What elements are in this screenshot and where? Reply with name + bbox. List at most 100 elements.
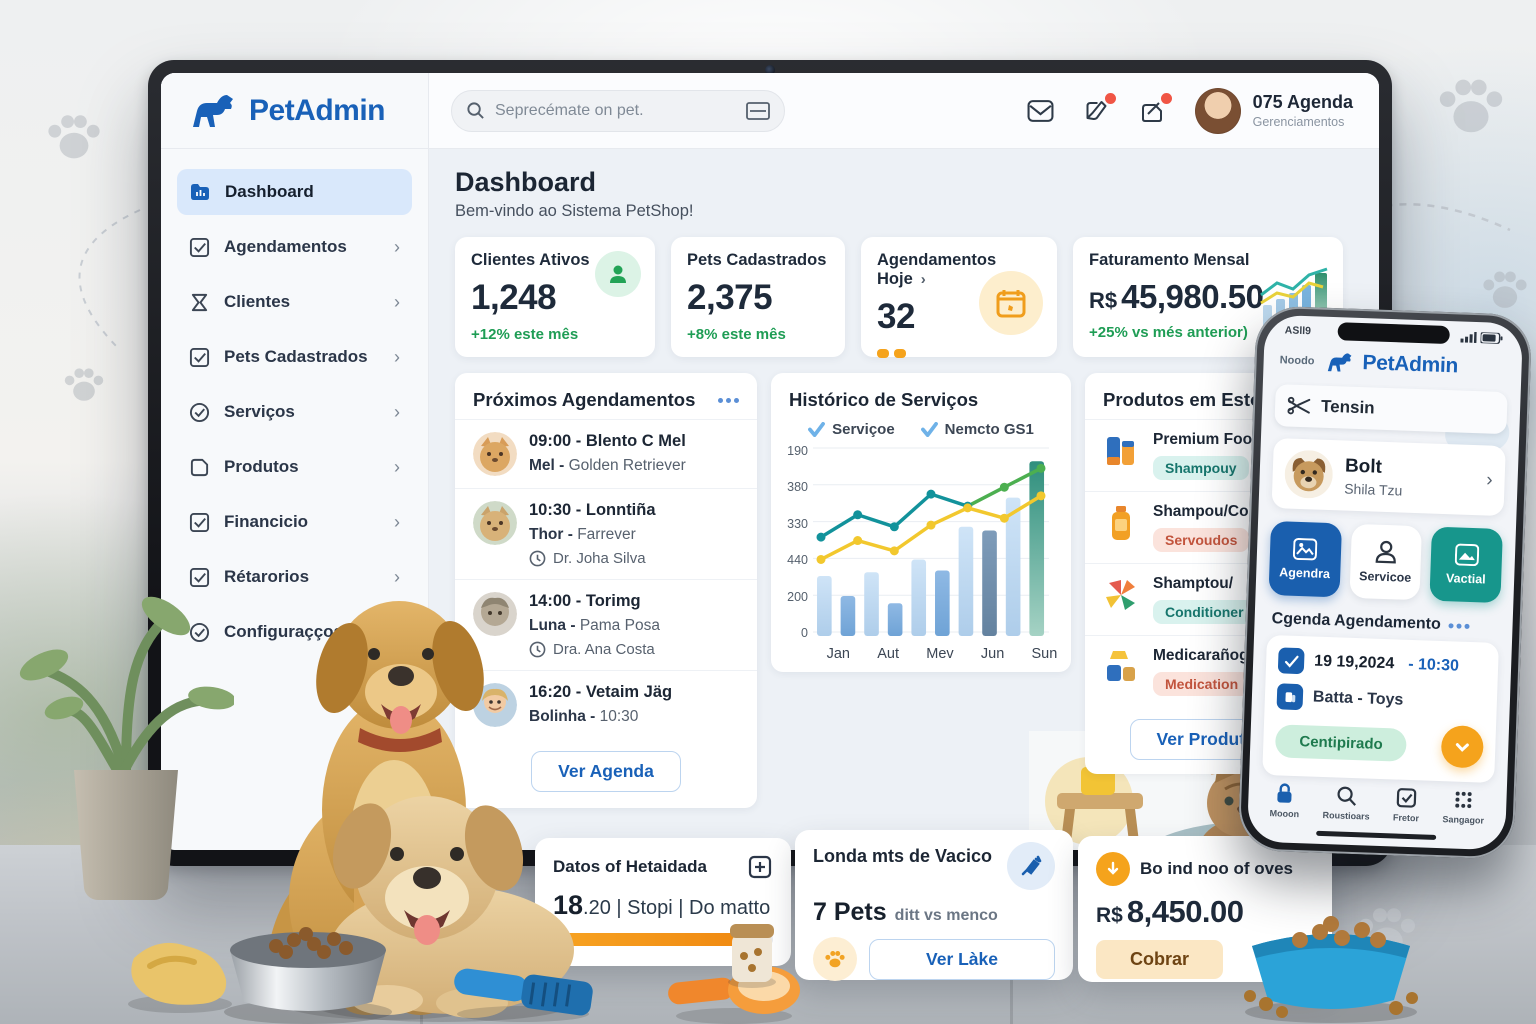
box-icon	[190, 458, 209, 476]
calendar-check-icon	[1277, 647, 1305, 675]
page-subtitle: Bem-vindo ao Sistema PetShop!	[455, 202, 694, 220]
syringe-icon	[1007, 842, 1055, 890]
sidebar-item-label: Produtos	[224, 457, 299, 476]
phone-header: Noodo PetAdmin	[1263, 336, 1522, 385]
card-title: Londa mts de Vacico	[813, 846, 993, 866]
keyboard-icon[interactable]	[746, 101, 770, 120]
compose-icon	[1086, 100, 1107, 120]
sidebar-item-label: Configuraçços	[224, 622, 344, 641]
check-circle-icon	[189, 402, 210, 422]
sidebar-item-servicos[interactable]: Serviços ›	[177, 389, 412, 435]
sidebar-item-clientes[interactable]: Clientes ›	[177, 279, 412, 325]
home-indicator[interactable]	[1316, 830, 1437, 840]
sidebar-item-label: Agendamentos	[224, 237, 347, 256]
user-subtitle: Gerenciamentos	[1252, 115, 1345, 129]
vaccine-button[interactable]: Vactial	[1429, 526, 1503, 604]
sidebar-item-pets[interactable]: Pets Cadastrados ›	[177, 334, 412, 380]
sidebar-item-relatorios[interactable]: Rétarorios ›	[177, 554, 412, 600]
stat-value: 45,980.50	[1121, 278, 1264, 315]
sidebar-item-configuracoes[interactable]: Configuraçços	[177, 609, 412, 655]
nav-item-home[interactable]: Mooon	[1269, 782, 1300, 819]
check-square-icon	[189, 237, 210, 257]
notifications-button[interactable]	[1083, 90, 1118, 125]
mail-button[interactable]	[1027, 97, 1055, 125]
phone-pet-card[interactable]: Bolt Shila Tzu ›	[1271, 438, 1506, 517]
paw-print-icon	[64, 368, 104, 401]
messages-button[interactable]	[1139, 90, 1174, 125]
appointment-row[interactable]: 09:00 - Blento C Mel Mel - Golden Retrie…	[455, 419, 757, 488]
ver-agenda-button[interactable]: Ver Agenda	[531, 751, 681, 792]
sidebar-item-label: Dashboard	[225, 182, 314, 201]
person-icon	[1375, 540, 1396, 564]
phone-appointment-card[interactable]: 19 19,2024 - 10:30 Batta - Toys Centipir…	[1262, 634, 1499, 783]
potted-plant	[19, 596, 234, 900]
chevron-icon[interactable]: ›	[920, 271, 926, 288]
stat-card-agendamentos[interactable]: Agendamentos Hoje › 32	[861, 237, 1057, 358]
stat-delta: +8% este mês	[687, 326, 786, 343]
stat-delta: +25% vs més anterior)	[1089, 324, 1248, 341]
product-badge: Conditioner	[1153, 600, 1256, 624]
main-content: Dashboard Bem-vindo ao Sistema PetShop! …	[429, 149, 1379, 850]
panel-title: Produtos em Estoque	[1103, 389, 1295, 410]
chevron-right-icon: ›	[394, 401, 400, 422]
action-label: Agendra	[1279, 565, 1331, 582]
appointment-row[interactable]: 14:00 - Torimg Luna - Pama Posa Dra. Ana…	[455, 579, 757, 670]
nav-item-search[interactable]: Roustioars	[1322, 784, 1370, 822]
sidebar-item-dashboard[interactable]: Dashboard	[177, 169, 412, 215]
service-button[interactable]: Servicoe	[1349, 523, 1423, 601]
legend-item[interactable]: Serviçoe	[808, 421, 895, 438]
expand-button[interactable]	[1440, 725, 1485, 769]
ver-lake-button[interactable]: Ver Làke	[869, 938, 1055, 980]
paw-print-icon	[48, 115, 100, 159]
more-options-icon[interactable]	[718, 397, 739, 403]
nav-item-tasks[interactable]: Fretor	[1393, 786, 1420, 823]
sidebar-item-produtos[interactable]: Produtos ›	[177, 444, 412, 490]
chevron-right-icon: ›	[394, 236, 400, 257]
appointment-row[interactable]: 10:30 - Lonntiña Thor - Farrever Dr. Joh…	[455, 488, 757, 579]
agenda-button[interactable]: Agendra	[1268, 520, 1342, 598]
edit-document-icon	[1141, 101, 1162, 122]
phone: ASll9 Noodo PetAdmin Tensin Bolt	[1237, 305, 1533, 860]
stat-card-faturamento[interactable]: Faturamento Mensal R$ 45,980.50 +25% vs …	[1073, 237, 1343, 357]
nav-item-more[interactable]: Sangagor	[1442, 788, 1485, 826]
vaccine-card[interactable]: Londa mts de Vacico 7 Pets ditt vs menco …	[795, 830, 1073, 981]
medication-icon	[1107, 651, 1135, 681]
stat-value: 2,375	[687, 278, 773, 317]
product-row[interactable]: Shamptou/ Conditioner	[1085, 563, 1337, 635]
cobrar-button[interactable]: Cobrar	[1096, 940, 1224, 979]
chevron-right-icon: ›	[394, 291, 400, 312]
user-menu[interactable]: 075 Agenda Gerenciamentos	[1194, 87, 1353, 134]
page-title: Dashboard	[455, 167, 597, 197]
card-value: 7 Pets ditt vs menco	[813, 898, 998, 926]
product-row[interactable]: Medicarañogos Medication	[1085, 635, 1337, 707]
dashed-doodle	[78, 209, 141, 351]
status-time: ASll9	[1284, 324, 1312, 338]
product-name: Medicarañogos	[1153, 647, 1267, 664]
search-bar[interactable]	[451, 89, 785, 132]
stat-value: 32	[877, 297, 915, 336]
signal-icon	[1460, 331, 1477, 343]
action-label: Servicoe	[1358, 569, 1412, 585]
appointments-panel: Próximos Agendamentos 09:00 - Blento C M…	[455, 373, 757, 808]
billing-card[interactable]: Bo ind noo of oves R$ 8,450.00 Cobrar	[1078, 836, 1332, 982]
stat-card-clientes[interactable]: Clientes Ativos 1,248 +12% este mês	[455, 237, 655, 357]
product-badge: Servoudos	[1153, 528, 1250, 552]
nav-label: Fretor	[1392, 812, 1420, 824]
sidebar-item-agendamentos[interactable]: Agendamentos ›	[177, 224, 412, 270]
progress-fill	[553, 933, 740, 946]
phone-search-bar[interactable]: Tensin	[1274, 384, 1508, 435]
product-name: Shamptou/	[1153, 575, 1234, 592]
sidebar-item-financeiro[interactable]: Financicio ›	[177, 499, 412, 545]
search-input[interactable]	[495, 101, 736, 120]
lock-icon	[1277, 783, 1293, 803]
more-options-icon[interactable]	[1448, 622, 1470, 629]
appointment-row[interactable]: 16:20 - Vetaim Jäg Bolinha - 10:30	[455, 670, 757, 739]
legend-item[interactable]: Nemcto GS1	[920, 421, 1034, 438]
add-file-icon[interactable]	[747, 854, 773, 880]
chart-legend: Serviçoe Nemcto GS1	[771, 419, 1071, 444]
photo-icon	[1293, 537, 1318, 561]
progress-bar	[553, 933, 773, 946]
pet-avatar	[473, 592, 517, 636]
stat-card-pets[interactable]: Pets Cadastrados 2,375 +8% este mês	[671, 237, 845, 357]
